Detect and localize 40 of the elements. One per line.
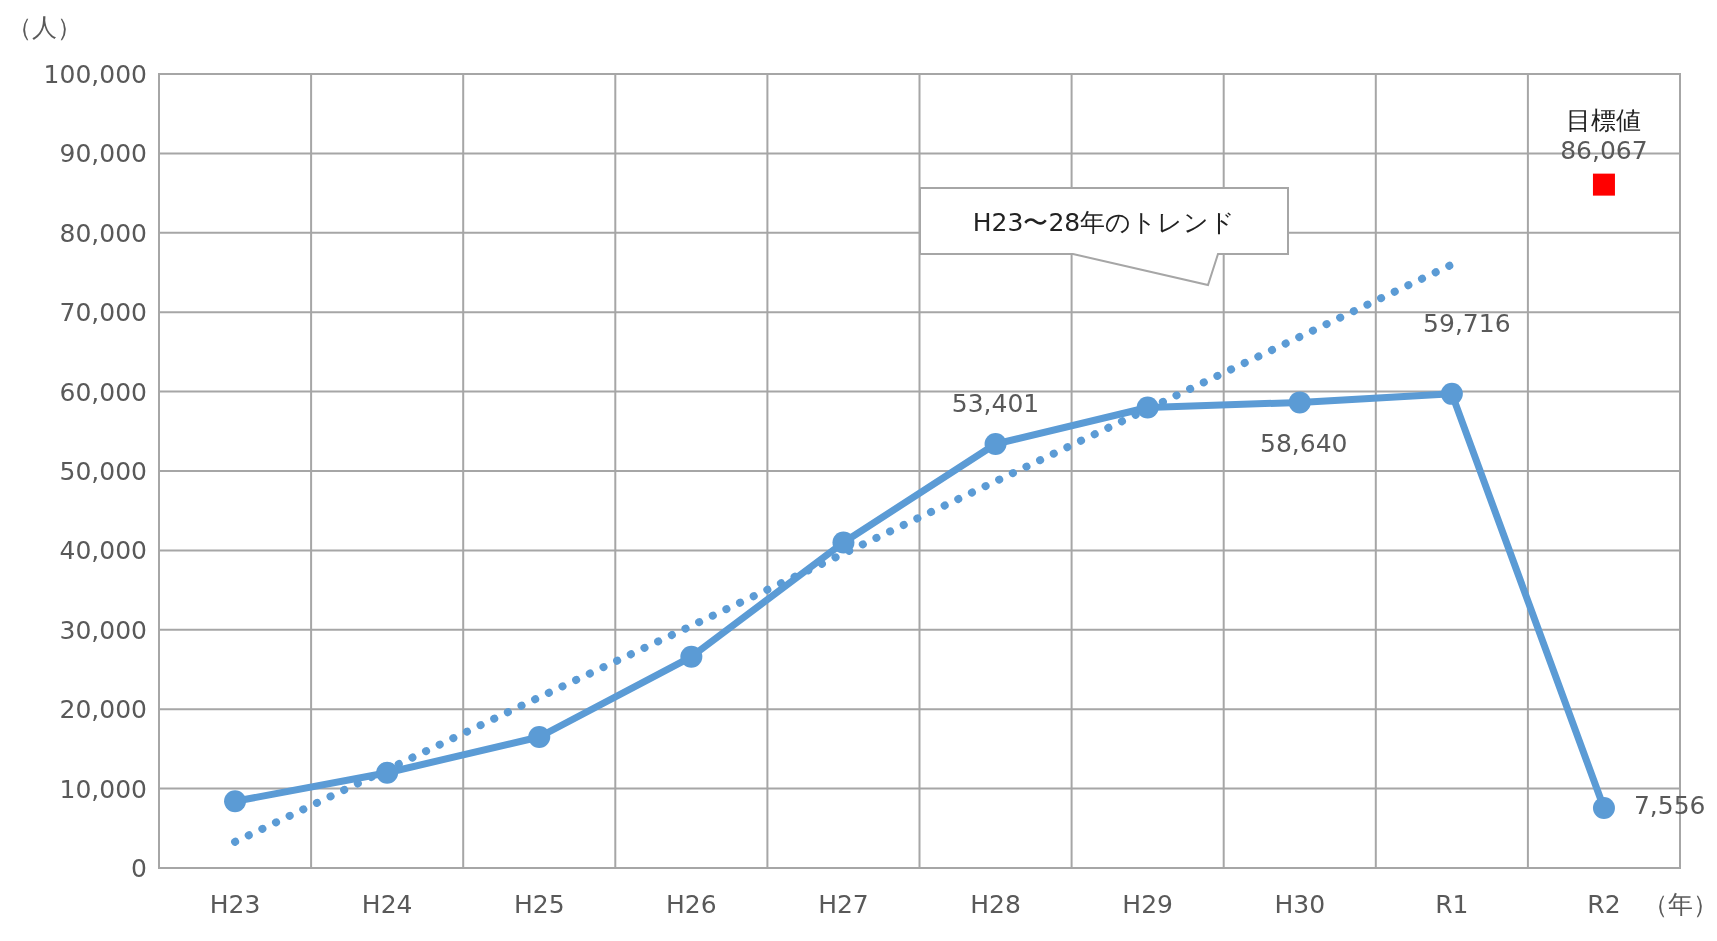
x-tick-label: R2 xyxy=(1587,890,1621,919)
point xyxy=(1440,382,1463,405)
y-tick-label: 40,000 xyxy=(59,536,147,566)
x-tick-label: R1 xyxy=(1435,890,1469,919)
point xyxy=(528,725,551,748)
y-axis-title: （人） xyxy=(6,13,82,42)
annotation: 目標値 xyxy=(1566,105,1642,135)
point xyxy=(376,761,399,784)
y-tick-label: 0 xyxy=(131,854,147,883)
data-label: 59,716 xyxy=(1423,308,1511,338)
point xyxy=(984,433,1007,455)
x-tick-label: H24 xyxy=(361,890,413,919)
x-tick-label: H28 xyxy=(970,890,1021,919)
x-tick-label: H25 xyxy=(513,890,565,919)
point xyxy=(1288,391,1311,414)
point xyxy=(680,645,703,668)
data-label: 7,556 xyxy=(1633,791,1706,821)
x-tick-label: H29 xyxy=(1122,890,1173,919)
point xyxy=(224,790,247,813)
y-tick-label: 50,000 xyxy=(59,457,147,486)
y-tick-label: 10,000 xyxy=(59,774,147,804)
data-label: 53,401 xyxy=(951,389,1040,418)
y-tick-label: 80,000 xyxy=(59,218,147,248)
data-label: 86,067 xyxy=(1560,135,1648,165)
y-tick-label: 70,000 xyxy=(59,298,147,328)
point xyxy=(1592,797,1615,820)
data-label: 58,640 xyxy=(1260,429,1348,459)
x-tick-label: H23 xyxy=(209,890,261,919)
x-tick-label: H30 xyxy=(1274,890,1326,919)
x-tick-label: H27 xyxy=(818,890,869,919)
y-tick-label: 60,000 xyxy=(59,377,147,407)
y-tick-label: 90,000 xyxy=(59,139,147,169)
annotation: H23〜28年のトレンド xyxy=(972,208,1236,237)
x-tick-label: H26 xyxy=(666,890,717,919)
y-tick-label: 30,000 xyxy=(59,615,147,645)
point xyxy=(832,531,855,554)
point xyxy=(1136,396,1159,419)
y-tick-label: 100,000 xyxy=(43,60,147,89)
x-axis-title: （年） xyxy=(1642,890,1717,919)
y-tick-label: 20,000 xyxy=(59,695,147,725)
